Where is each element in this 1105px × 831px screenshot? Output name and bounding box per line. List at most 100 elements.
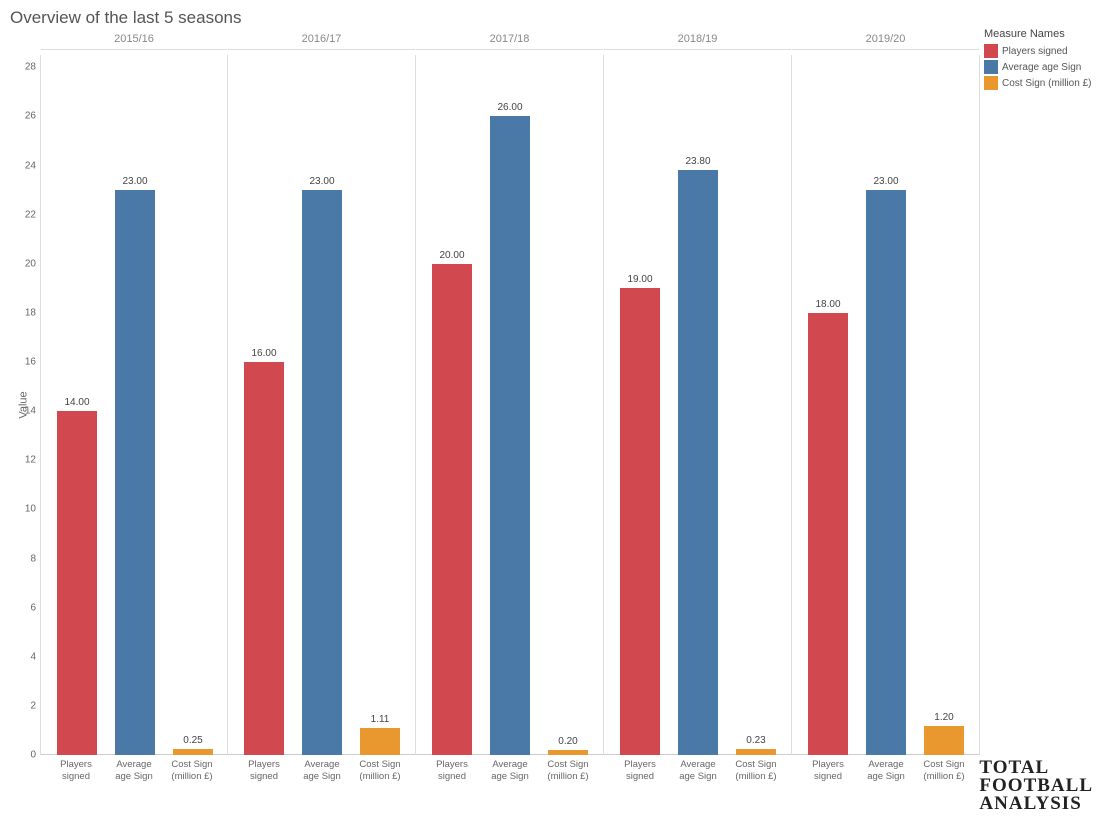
bar-wrap: 14.00 bbox=[55, 55, 99, 755]
x-axis-labels: PlayerssignedAverageage SignCost Sign(mi… bbox=[40, 759, 980, 799]
y-tick: 0 bbox=[10, 750, 36, 761]
season-group: 2017/1820.0026.000.20 bbox=[416, 55, 604, 755]
y-tick: 28 bbox=[10, 62, 36, 73]
y-tick: 20 bbox=[10, 258, 36, 269]
y-tick: 12 bbox=[10, 455, 36, 466]
bar-wrap: 16.00 bbox=[242, 55, 286, 755]
x-tick-label: Playerssigned bbox=[46, 759, 106, 783]
bar bbox=[548, 750, 588, 755]
bar-value-label: 23.00 bbox=[309, 176, 334, 187]
bar-wrap: 0.25 bbox=[171, 55, 215, 755]
bar bbox=[115, 190, 155, 755]
season-header: 2018/19 bbox=[604, 33, 791, 50]
bar-value-label: 18.00 bbox=[815, 299, 840, 310]
y-tick: 18 bbox=[10, 307, 36, 318]
bar-wrap: 23.00 bbox=[300, 55, 344, 755]
y-tick: 8 bbox=[10, 553, 36, 564]
watermark-logo: TOTALFOOTBALLANALYSIS bbox=[979, 759, 1093, 813]
legend: Measure Names Players signed Average age … bbox=[984, 28, 1099, 92]
bar bbox=[360, 728, 400, 755]
bar bbox=[490, 116, 530, 755]
x-tick-label: Cost Sign(million £) bbox=[162, 759, 222, 783]
season-group: 2015/1614.0023.000.25 bbox=[40, 55, 228, 755]
bar bbox=[244, 362, 284, 755]
bar-value-label: 23.00 bbox=[122, 176, 147, 187]
y-tick: 26 bbox=[10, 111, 36, 122]
legend-item: Average age Sign bbox=[984, 60, 1099, 74]
legend-label: Cost Sign (million £) bbox=[1002, 78, 1091, 89]
bar-wrap: 1.20 bbox=[922, 55, 966, 755]
bar-wrap: 23.00 bbox=[113, 55, 157, 755]
x-tick-label: Playerssigned bbox=[422, 759, 482, 783]
season-group: 2016/1716.0023.001.11 bbox=[228, 55, 416, 755]
x-tick-label: Playerssigned bbox=[234, 759, 294, 783]
bar-value-label: 0.20 bbox=[558, 736, 577, 747]
bar-wrap: 26.00 bbox=[488, 55, 532, 755]
bar-value-label: 26.00 bbox=[497, 102, 522, 113]
season-header: 2017/18 bbox=[416, 33, 603, 50]
legend-swatch bbox=[984, 44, 998, 58]
x-tick-label: Averageage Sign bbox=[104, 759, 164, 783]
bar-value-label: 0.23 bbox=[746, 735, 765, 746]
y-tick: 6 bbox=[10, 602, 36, 613]
bar bbox=[432, 264, 472, 755]
bar-value-label: 0.25 bbox=[183, 735, 202, 746]
legend-label: Players signed bbox=[1002, 46, 1068, 57]
bar-value-label: 23.00 bbox=[873, 176, 898, 187]
bar-wrap: 23.80 bbox=[676, 55, 720, 755]
bar bbox=[866, 190, 906, 755]
legend-swatch bbox=[984, 76, 998, 90]
x-tick-label: Cost Sign(million £) bbox=[538, 759, 598, 783]
season-header: 2016/17 bbox=[228, 33, 415, 50]
y-tick: 24 bbox=[10, 160, 36, 171]
bar bbox=[57, 411, 97, 755]
bar-value-label: 23.80 bbox=[685, 156, 710, 167]
chart-title: Overview of the last 5 seasons bbox=[10, 8, 242, 28]
season-group: 2019/2018.0023.001.20 bbox=[792, 55, 980, 755]
legend-label: Average age Sign bbox=[1002, 62, 1081, 73]
bar bbox=[678, 170, 718, 755]
bar-value-label: 1.20 bbox=[934, 712, 953, 723]
plot-region: 2015/1614.0023.000.252016/1716.0023.001.… bbox=[40, 55, 980, 755]
legend-title: Measure Names bbox=[984, 28, 1099, 40]
bar-value-label: 1.11 bbox=[371, 714, 390, 725]
bar bbox=[736, 749, 776, 755]
x-tick-label: Cost Sign(million £) bbox=[726, 759, 786, 783]
y-tick: 4 bbox=[10, 651, 36, 662]
x-tick-label: Averageage Sign bbox=[480, 759, 540, 783]
season-header: 2015/16 bbox=[41, 33, 227, 50]
bar-wrap: 1.11 bbox=[358, 55, 402, 755]
bar-wrap: 0.20 bbox=[546, 55, 590, 755]
bar-value-label: 14.00 bbox=[64, 397, 89, 408]
bar bbox=[924, 726, 964, 755]
bar-wrap: 18.00 bbox=[806, 55, 850, 755]
legend-swatch bbox=[984, 60, 998, 74]
season-group: 2018/1919.0023.800.23 bbox=[604, 55, 792, 755]
x-tick-label: Cost Sign(million £) bbox=[350, 759, 410, 783]
y-tick: 14 bbox=[10, 406, 36, 417]
x-tick-label: Averageage Sign bbox=[856, 759, 916, 783]
x-tick-label: Averageage Sign bbox=[668, 759, 728, 783]
season-header: 2019/20 bbox=[792, 33, 979, 50]
legend-item: Cost Sign (million £) bbox=[984, 76, 1099, 90]
bar-wrap: 19.00 bbox=[618, 55, 662, 755]
x-tick-label: Playerssigned bbox=[610, 759, 670, 783]
bar-wrap: 23.00 bbox=[864, 55, 908, 755]
bar bbox=[808, 313, 848, 755]
x-tick-label: Averageage Sign bbox=[292, 759, 352, 783]
chart-area: Value 0246810121416182022242628 2015/161… bbox=[40, 35, 980, 775]
bar-wrap: 0.23 bbox=[734, 55, 778, 755]
bar-value-label: 20.00 bbox=[439, 250, 464, 261]
bar-value-label: 19.00 bbox=[627, 274, 652, 285]
x-tick-label: Cost Sign(million £) bbox=[914, 759, 974, 783]
bar bbox=[173, 749, 213, 755]
bar bbox=[302, 190, 342, 755]
y-tick: 2 bbox=[10, 700, 36, 711]
y-tick: 16 bbox=[10, 357, 36, 368]
y-tick: 22 bbox=[10, 209, 36, 220]
y-axis-ticks: 0246810121416182022242628 bbox=[12, 55, 38, 755]
y-tick: 10 bbox=[10, 504, 36, 515]
legend-item: Players signed bbox=[984, 44, 1099, 58]
bar-value-label: 16.00 bbox=[251, 348, 276, 359]
bar bbox=[620, 288, 660, 755]
